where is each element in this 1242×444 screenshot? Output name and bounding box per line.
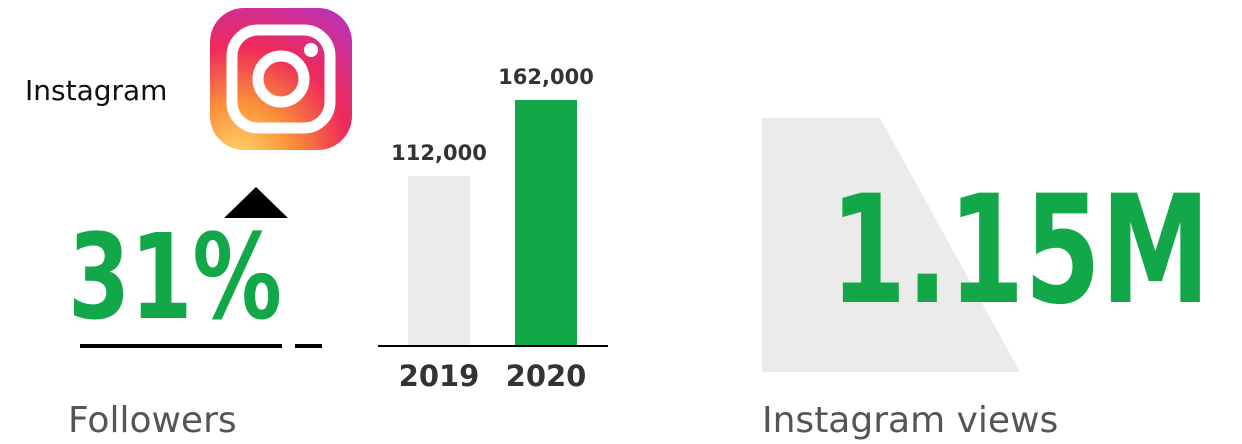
growth-caption: Followers (68, 400, 237, 441)
backdrop-shape (762, 118, 1020, 372)
instagram-icon (210, 8, 352, 150)
views-value: 1.15M (830, 164, 1210, 338)
category-label: 2020 (506, 359, 587, 393)
bar (408, 175, 470, 346)
platform-label: Instagram (25, 74, 167, 107)
growth-value: 31% (68, 208, 282, 346)
views-caption: Instagram views (762, 400, 1058, 441)
bar-chart: 112,000 2019 162,000 2020 (391, 65, 594, 393)
category-label: 2019 (399, 359, 480, 393)
up-arrow (224, 187, 288, 218)
value-label: 112,000 (391, 141, 487, 165)
value-label: 162,000 (498, 65, 594, 89)
bar (515, 100, 577, 346)
